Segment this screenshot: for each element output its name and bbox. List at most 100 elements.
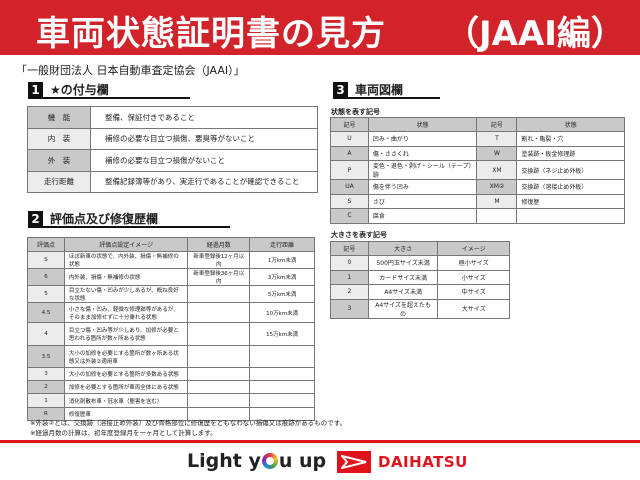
mileage: 15万km未満 [249,322,315,346]
table-row: 3.5 大小の加修を必要とする箇所が数ヶ所ある状態又は外装②適用車 [27,345,315,368]
mileage: 5万km未満 [249,285,315,303]
state-symbol: UA [330,179,369,195]
size-image: 中サイズ [437,284,510,300]
title-banner: 車両状態証明書の見方 （JAAI編） [0,0,640,55]
column-header: 大きさ [367,241,439,256]
criteria-label: 内 装 [27,127,91,150]
state-symbol: M [476,193,518,209]
slogan-logo: Light y u up [187,450,326,472]
score: 3.5 [27,345,65,368]
state-symbols-caption: 状態を表す記号 [331,108,380,116]
brand-name: DAIHATSU [378,453,468,471]
table-row: 1 カードサイズ未満 小サイズ [330,269,510,285]
column-header: 状態 [367,117,478,132]
star-criteria-table: 機 能整備、保証付きであること内 装補修の必要な目立つ損傷、悪臭等がないこと外 … [27,106,318,193]
elapsed-months [187,302,251,323]
state-description: 交換跡（溶接止め外板） [516,179,625,195]
score: 2 [27,380,65,394]
table-row: 2 加修を必要とする箇所が車両全体にある状態 [27,380,315,394]
score-description: 大小の加修を必要とする箇所が数ヶ所ある状態又は外装②適用車 [63,345,189,368]
rainbow-o-icon [261,453,278,469]
score-description: 目立たない傷・凹みが少しあるが、概ね良好な状態 [63,285,189,303]
elapsed-months: 新車登録後36ヶ月以内 [187,268,251,286]
section-title: ★の付与欄 [50,83,109,97]
state-description: さび [367,193,478,209]
size-description: A4サイズを超えたもの [367,298,439,319]
size-symbols-table: 記号 大きさ イメージ 0 500円玉サイズ未満 極小サイズ 1 カードサイズ未満 小サイズ 2 A… [330,241,510,319]
size-description: A4サイズ未満 [367,284,439,300]
state-symbol: A [330,145,369,161]
table-row: U 凹み・曲がり T 割れ・亀裂・穴 [330,131,625,147]
criteria-value: 整備記録簿等があり、実走行であることが確認できること [90,170,318,193]
score-description: ほぼ新車の状態で、内外装、損傷・無補修の状態 [63,251,189,269]
size-symbol: 1 [330,269,369,285]
elapsed-months [187,345,251,368]
score: 6 [27,268,65,286]
table-row: 4.5 小さな傷・凹み、軽微な修理跡等があるが、そのまま加修せずに十分乗れる状態 1… [27,302,315,323]
section-number: 1 [28,82,43,97]
state-description: 交換跡（ネジ止め外板） [516,160,625,180]
elapsed-months [187,393,251,408]
state-description: 傷・ささくれ [367,145,478,161]
score: 5 [27,285,65,303]
page-title: 車両状態証明書の見方 [36,14,386,54]
table-row: P 変色・退色・剥げ・シール（テープ）跡 XM 交換跡（ネジ止め外板） [330,160,625,180]
size-image: 極小サイズ [437,255,510,271]
criteria-value: 整備、保証付きであること [90,106,318,129]
score-description: 加修を必要とする箇所が車両全体にある状態 [63,380,189,394]
state-description [516,208,625,224]
size-symbol: 3 [330,298,369,319]
column-header: 評価点 [27,237,65,252]
state-description: 腐食 [367,208,478,224]
state-symbols-table: 記号 状態 記号 状態 U 凹み・曲がり T 割れ・亀裂・穴 A 傷・ささくれ W 塗装跡・板金修理跡… [330,117,625,224]
state-description: 傷を伴う凹み [367,179,478,195]
mileage [249,367,315,381]
column-header: 記号 [330,117,369,132]
mileage: 3万km未満 [249,268,315,286]
table-row: 3 A4サイズを超えたもの 大サイズ [330,298,510,319]
state-description: 塗装跡・板金修理跡 [516,145,625,161]
elapsed-months: 新車登録後12ヶ月以内 [187,251,251,269]
organization-label: 「一般財団法人 日本自動車査定協会（JAAI）」 [16,64,245,77]
table-row: A 傷・ささくれ W 塗装跡・板金修理跡 [330,145,625,161]
table-row: S さび M 修復歴 [330,193,625,209]
slogan-text: u up [278,450,327,472]
size-image: 大サイズ [437,298,510,319]
score-table: 評価点 評価点設定イメージ 経過月数 走行距離 S ほぼ新車の状態で、内外装、損傷・無補修… [27,237,315,421]
mileage: 1万km未満 [249,251,315,269]
table-row: 4 目立つ傷・凹み等が少しあり、加修が必要と思われる箇所が数ヶ所ある状態 15万km… [27,322,315,346]
footer-divider [0,440,640,443]
state-description: 変色・退色・剥げ・シール（テープ）跡 [367,160,478,180]
table-row: 3 大小の加修を必要とする箇所が多数ある状態 [27,367,315,381]
criteria-value: 補修の必要な目立つ損傷がないこと [90,149,318,172]
table-row: 6 内外装、損傷・無補修の状態 新車登録後36ヶ月以内 3万km未満 [27,268,315,286]
criteria-label: 機 能 [27,106,91,129]
score: 4 [27,322,65,346]
table-row: R 修復歴車 [27,407,315,421]
score: 1 [27,393,65,408]
footnote: ※経過月数の計算は、初年度登録月を一ヶ月として計算します。 [30,429,217,437]
elapsed-months [187,322,251,346]
score: 3 [27,367,65,381]
daihatsu-logo-icon [337,451,371,473]
elapsed-months [187,367,251,381]
table-row: 走行距離 整備記録簿等があり、実走行であることが確認できること [27,170,318,193]
criteria-label: 走行距離 [27,170,91,193]
column-header: イメージ [437,241,510,256]
size-description: 500円玉サイズ未満 [367,255,439,271]
mileage [249,380,315,394]
section-number: 2 [28,211,43,226]
slogan-text: Light y [187,450,261,472]
elapsed-months [187,285,251,303]
state-symbol: U [330,131,369,147]
table-row: 外 装補修の必要な目立つ損傷がないこと [27,149,318,172]
mileage: 10万km未満 [249,302,315,323]
column-header: 経過月数 [187,237,251,252]
criteria-label: 外 装 [27,149,91,172]
state-symbol: P [330,160,369,180]
state-symbol: T [476,131,518,147]
criteria-value: 補修の必要な目立つ損傷、悪臭等がないこと [90,127,318,150]
score: R [27,407,65,421]
column-header: 評価点設定イメージ [63,237,189,252]
table-row: 2 A4サイズ未満 中サイズ [330,284,510,300]
